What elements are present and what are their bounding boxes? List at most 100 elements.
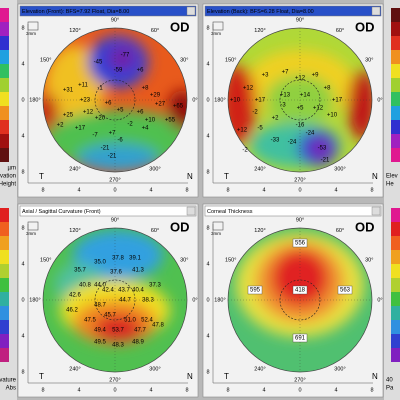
map-value: 43.7 xyxy=(118,288,130,294)
map-value: +10 xyxy=(145,118,156,124)
angle-label: 0° xyxy=(192,297,197,303)
left-scale xyxy=(0,0,17,400)
angle-label: 150° xyxy=(40,257,51,263)
value-box xyxy=(247,285,263,295)
map-value: -21 xyxy=(321,158,330,164)
pupil-outline xyxy=(279,279,321,321)
angle-label: 270° xyxy=(294,177,305,183)
map-value: +11 xyxy=(78,83,88,89)
y-tick-label: 4 xyxy=(206,133,209,139)
dropdown-button[interactable] xyxy=(186,206,196,216)
angle-label: 300° xyxy=(334,167,345,173)
angle-label: 120° xyxy=(69,228,80,234)
map-value: +8 xyxy=(142,86,150,92)
angle-label: 30° xyxy=(365,257,373,263)
map-value: -24 xyxy=(288,140,297,146)
map-value: -2 xyxy=(252,110,258,116)
map-value: 38.3 xyxy=(142,298,154,304)
map-value: 48.7 xyxy=(94,303,106,309)
map-value: 51.0 xyxy=(124,318,136,324)
map-value: +27 xyxy=(155,102,166,108)
map-value: +3 xyxy=(262,73,270,79)
map-value: 35.7 xyxy=(74,268,86,274)
map-value: 37.3 xyxy=(149,283,161,289)
x-tick-label: 4 xyxy=(149,387,152,393)
map-value: 418 xyxy=(295,288,306,294)
map-value: 48.3 xyxy=(112,343,124,349)
x-tick-label: 8 xyxy=(226,387,229,393)
angle-label: 60° xyxy=(336,228,344,234)
map-selector[interactable] xyxy=(204,5,382,17)
map-value: 44.0 xyxy=(94,283,106,289)
angle-label: 240° xyxy=(254,367,265,373)
map-value: 47.5 xyxy=(84,318,96,324)
map-value: -1 xyxy=(97,86,103,92)
map-value: +55 xyxy=(165,118,176,124)
value-box xyxy=(292,285,308,295)
map-value: -77 xyxy=(121,53,130,59)
angle-label: 120° xyxy=(254,28,265,34)
scale-label: Height xyxy=(0,182,16,188)
orientation-label: N xyxy=(187,172,193,181)
angle-label: 240° xyxy=(69,167,80,173)
map-value: +7 xyxy=(109,131,117,137)
angle-label: 300° xyxy=(149,367,160,373)
map-value: 46.2 xyxy=(66,308,78,314)
y-tick-label: 4 xyxy=(21,133,24,139)
pupil-outline xyxy=(94,79,136,121)
map-overlay: 556 418 595 563 691 xyxy=(227,227,373,373)
zoom-label: 3mm xyxy=(26,231,36,236)
map-value: +5 xyxy=(117,108,125,114)
x-tick-label: 8 xyxy=(41,187,44,193)
map-value: 563 xyxy=(340,288,351,294)
x-tick-label: 0 xyxy=(298,387,301,393)
map-value: -21 xyxy=(108,154,117,160)
angle-label: 60° xyxy=(151,228,159,234)
map-value: +65 xyxy=(173,104,184,110)
orientation-label: T xyxy=(39,372,44,381)
angle-label: 270° xyxy=(294,377,305,383)
map-value: -2 xyxy=(242,148,248,154)
map-value: +5 xyxy=(297,106,305,112)
map-value: 49.5 xyxy=(94,340,106,346)
orientation-label: T xyxy=(39,172,44,181)
map-selector[interactable] xyxy=(19,205,197,217)
map-value: 53.7 xyxy=(112,328,124,334)
map-value: -3 xyxy=(280,103,286,109)
y-tick-label: 0 xyxy=(206,297,209,303)
map-value: +7 xyxy=(282,70,290,76)
dropdown-button[interactable] xyxy=(371,206,381,216)
map-value: +9 xyxy=(312,73,320,79)
x-tick-label: 0 xyxy=(113,187,116,193)
map-title: Elevation (Front): BFS=7.92 Float, Dia=8… xyxy=(22,9,129,15)
dropdown-button[interactable] xyxy=(186,6,196,16)
map-title: Elevation (Back): BFS=6.28 Float, Dia=8.… xyxy=(207,9,314,15)
map-value: +2 xyxy=(272,116,280,122)
orientation-label: N xyxy=(187,372,193,381)
scale-label: µm xyxy=(8,166,16,172)
map-value: 42.4 xyxy=(102,288,114,294)
map-title: Corneal Thickness xyxy=(207,209,253,215)
y-tick-label: 0 xyxy=(206,97,209,103)
x-tick-label: 4 xyxy=(262,387,265,393)
map-value: +12 xyxy=(295,76,306,82)
orientation-label: T xyxy=(224,372,229,381)
dropdown-button[interactable] xyxy=(371,6,381,16)
angle-label: 120° xyxy=(69,28,80,34)
map-value: -59 xyxy=(114,68,123,74)
y-tick-label: 4 xyxy=(206,61,209,67)
map-value: +25 xyxy=(63,113,74,119)
orientation-label: N xyxy=(372,172,378,181)
map-value: +14 xyxy=(300,93,311,99)
map-value: -45 xyxy=(94,60,103,66)
map-value: 37.6 xyxy=(110,270,122,276)
map-value: 40.8 xyxy=(79,283,91,289)
map-value: +17 xyxy=(332,98,343,104)
x-tick-label: 8 xyxy=(185,187,188,193)
map-selector[interactable] xyxy=(204,205,382,217)
angle-label: 270° xyxy=(109,177,120,183)
y-tick-label: 8 xyxy=(21,169,24,175)
eye-label: OD xyxy=(355,19,375,34)
angle-label: 180° xyxy=(29,297,40,303)
map-selector[interactable] xyxy=(19,5,197,17)
